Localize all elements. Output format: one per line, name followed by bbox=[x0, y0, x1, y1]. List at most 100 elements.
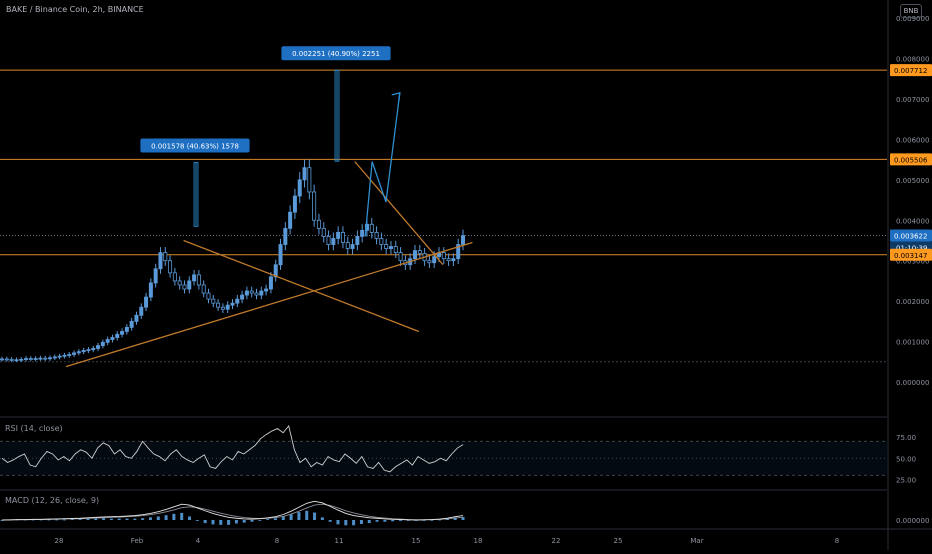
candle-body bbox=[0, 358, 4, 361]
macd-histogram-bar bbox=[383, 520, 387, 522]
projection-arrowhead bbox=[391, 92, 401, 101]
macd-histogram-bar bbox=[242, 520, 246, 523]
candle-body bbox=[441, 252, 446, 260]
candle-body bbox=[115, 333, 120, 338]
time-tick-label: 28 bbox=[55, 537, 64, 545]
price-axis[interactable]: 0.000000 0.001000 0.002000 0.003000 0.004000… bbox=[890, 15, 932, 387]
projection-path bbox=[364, 92, 401, 237]
candle-body bbox=[168, 260, 173, 274]
macd-histogram-bar bbox=[63, 519, 67, 521]
candle-body bbox=[321, 227, 326, 237]
levels-layer bbox=[0, 69, 887, 256]
candle-body bbox=[129, 320, 134, 328]
macd-histogram-bar bbox=[211, 520, 215, 525]
candle-body bbox=[14, 359, 19, 362]
candle-body bbox=[86, 349, 91, 352]
macd-histogram-bar bbox=[70, 519, 74, 520]
candle-body bbox=[163, 252, 168, 262]
candle-body bbox=[134, 314, 139, 322]
drawings-layer[interactable]: 0.001578 (40.63%) 1578 0.002251 (40.90%) … bbox=[65, 46, 473, 368]
rsi-tick-label: 25.00 bbox=[896, 477, 916, 485]
macd-histogram-bar bbox=[102, 518, 106, 520]
candle-body bbox=[216, 302, 221, 308]
candle-body bbox=[451, 258, 456, 262]
price-label-text-level_high: 0.007712 bbox=[894, 67, 927, 75]
macd-histogram-bar bbox=[273, 518, 277, 520]
candle-body bbox=[417, 250, 422, 254]
candle-body bbox=[254, 292, 259, 296]
macd-histogram-bar bbox=[125, 518, 129, 520]
macd-histogram-bar bbox=[195, 520, 199, 521]
price-label-text-current_price: 0.003622 bbox=[894, 233, 927, 241]
candle-body bbox=[28, 358, 33, 360]
macd-histogram-bar bbox=[313, 512, 317, 520]
candle-body bbox=[24, 358, 29, 360]
macd-histogram-bar bbox=[336, 520, 340, 525]
rsi-line bbox=[1, 424, 464, 473]
candle-body bbox=[72, 352, 77, 355]
rsi-band-fill bbox=[0, 441, 887, 476]
candle-body bbox=[446, 258, 451, 262]
candle-body bbox=[398, 252, 403, 262]
time-tick-label: 8 bbox=[275, 537, 279, 545]
candle-body bbox=[360, 229, 365, 237]
macd-histogram-bar bbox=[227, 520, 231, 525]
macd-histogram-bar bbox=[344, 520, 348, 526]
candle-body bbox=[388, 246, 393, 249]
candle-body bbox=[249, 290, 254, 294]
candle-body bbox=[206, 292, 211, 300]
time-tick-label: 11 bbox=[335, 537, 344, 545]
candle-body bbox=[187, 280, 192, 290]
macd-histogram-bar bbox=[133, 518, 137, 520]
candle-body bbox=[225, 304, 230, 310]
candle-body bbox=[33, 358, 38, 360]
candle-body bbox=[235, 298, 240, 304]
candle-body bbox=[57, 355, 62, 358]
candle-body bbox=[412, 250, 417, 260]
macd-histogram-bar bbox=[234, 520, 238, 524]
candle-body bbox=[52, 356, 57, 359]
macd-pane-label[interactable]: MACD (12, 26, close, 9) bbox=[5, 496, 100, 505]
time-axis[interactable]: 28 Feb 4 8 11 15 18 22 25 Mar 8 bbox=[55, 537, 840, 545]
candle-body bbox=[384, 244, 389, 249]
macd-histogram-bar bbox=[281, 516, 285, 520]
currency-scale-button[interactable]: BNB bbox=[900, 4, 922, 18]
price-label-text-level_low: 0.003147 bbox=[894, 252, 927, 260]
price-tick-label: 0.003000 bbox=[896, 258, 929, 266]
candle-body bbox=[4, 358, 9, 361]
candle-body bbox=[153, 268, 158, 284]
time-tick-label: 4 bbox=[196, 537, 201, 545]
candle-body bbox=[220, 306, 225, 310]
macd-histogram-bar bbox=[422, 520, 426, 521]
macd-histogram-bar bbox=[180, 512, 184, 520]
rsi-pane-label[interactable]: RSI (14, close) bbox=[5, 424, 63, 433]
symbol-title[interactable]: BAKE / Binance Coin, 2h, BINANCE bbox=[6, 5, 144, 14]
macd-histogram-bar bbox=[453, 517, 457, 520]
macd-histogram-bar bbox=[164, 515, 168, 520]
price-tick-label: 0.009000 bbox=[896, 15, 929, 23]
macd-histogram-bar bbox=[148, 517, 152, 520]
trendline-resistance-1 bbox=[183, 239, 420, 333]
candle-body bbox=[48, 357, 53, 360]
macd-histogram-bar bbox=[250, 520, 254, 522]
time-tick-label: Feb bbox=[131, 537, 144, 545]
rsi-tick-label: 50.00 bbox=[896, 455, 916, 463]
macd-histogram-bar bbox=[141, 518, 145, 520]
macd-histogram-bar bbox=[289, 514, 293, 520]
candle-body bbox=[259, 290, 264, 296]
candle-body bbox=[81, 350, 86, 353]
measure-label-box bbox=[140, 138, 250, 153]
candle-body bbox=[100, 341, 105, 347]
macd-histogram-bar bbox=[352, 520, 356, 526]
candle-body bbox=[297, 179, 302, 197]
macd-tick-label: 0.000000 bbox=[896, 517, 929, 525]
candle-body bbox=[38, 357, 43, 360]
candle-body bbox=[120, 331, 125, 335]
rsi-tick-label: 75.00 bbox=[896, 434, 916, 442]
macd-histogram-bar bbox=[305, 510, 309, 520]
price-label-text-level_mid: 0.005506 bbox=[894, 156, 928, 164]
trendline-support bbox=[65, 241, 473, 368]
candle-body bbox=[355, 236, 360, 245]
price-tick-label: 0.000000 bbox=[896, 379, 929, 387]
